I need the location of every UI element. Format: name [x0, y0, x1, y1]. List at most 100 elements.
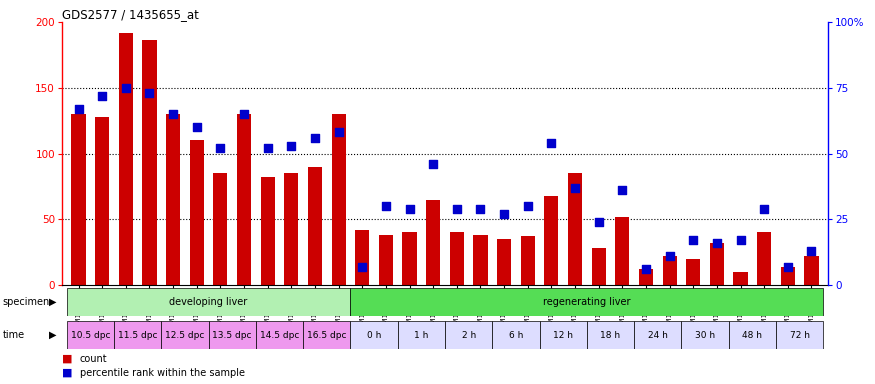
Point: [592, 219, 605, 225]
Text: 0 h: 0 h: [367, 331, 382, 339]
Point: [686, 237, 700, 243]
Text: 11.5 dpc: 11.5 dpc: [118, 331, 158, 339]
Point: [497, 211, 511, 217]
Bar: [639, 269, 653, 285]
Bar: [592, 248, 605, 285]
Bar: [114, 321, 161, 349]
Bar: [284, 173, 298, 285]
Text: 18 h: 18 h: [600, 331, 620, 339]
Bar: [776, 321, 823, 349]
Bar: [733, 272, 747, 285]
Point: [639, 266, 653, 272]
Bar: [355, 230, 369, 285]
Bar: [261, 177, 275, 285]
Bar: [66, 288, 350, 316]
Bar: [804, 256, 818, 285]
Point: [237, 111, 251, 117]
Text: 14.5 dpc: 14.5 dpc: [260, 331, 299, 339]
Bar: [587, 321, 634, 349]
Point: [544, 140, 558, 146]
Bar: [166, 114, 180, 285]
Bar: [350, 288, 823, 316]
Point: [332, 129, 346, 136]
Bar: [540, 321, 587, 349]
Point: [426, 161, 440, 167]
Bar: [521, 236, 535, 285]
Point: [214, 145, 228, 151]
Bar: [634, 321, 682, 349]
Text: percentile rank within the sample: percentile rank within the sample: [80, 368, 245, 378]
Text: 12 h: 12 h: [553, 331, 573, 339]
Text: 16.5 dpc: 16.5 dpc: [307, 331, 347, 339]
Bar: [682, 321, 729, 349]
Point: [473, 206, 487, 212]
Bar: [308, 167, 322, 285]
Bar: [402, 232, 416, 285]
Point: [662, 253, 676, 259]
Text: 2 h: 2 h: [461, 331, 476, 339]
Bar: [119, 33, 133, 285]
Text: time: time: [3, 330, 24, 340]
Bar: [398, 321, 445, 349]
Bar: [568, 173, 582, 285]
Bar: [426, 200, 440, 285]
Bar: [66, 321, 114, 349]
Point: [119, 85, 133, 91]
Bar: [450, 232, 464, 285]
Point: [95, 93, 109, 99]
Bar: [729, 321, 776, 349]
Point: [521, 203, 535, 209]
Point: [757, 206, 771, 212]
Text: GDS2577 / 1435655_at: GDS2577 / 1435655_at: [62, 8, 199, 21]
Point: [615, 187, 629, 194]
Bar: [237, 114, 251, 285]
Text: regenerating liver: regenerating liver: [543, 297, 631, 307]
Text: ■: ■: [62, 354, 73, 364]
Bar: [445, 321, 493, 349]
Bar: [662, 256, 676, 285]
Bar: [255, 321, 303, 349]
Bar: [497, 239, 511, 285]
Bar: [95, 117, 109, 285]
Point: [710, 240, 724, 246]
Bar: [72, 114, 86, 285]
Bar: [379, 235, 393, 285]
Text: specimen: specimen: [3, 297, 50, 307]
Text: 12.5 dpc: 12.5 dpc: [165, 331, 205, 339]
Point: [355, 263, 369, 270]
Text: 13.5 dpc: 13.5 dpc: [213, 331, 252, 339]
Text: developing liver: developing liver: [170, 297, 248, 307]
Point: [402, 206, 416, 212]
Point: [190, 124, 204, 130]
Text: 48 h: 48 h: [742, 331, 762, 339]
Text: ▶: ▶: [49, 297, 57, 307]
Point: [379, 203, 393, 209]
Point: [261, 145, 275, 151]
Text: ▶: ▶: [49, 330, 57, 340]
Text: ■: ■: [62, 368, 73, 378]
Bar: [143, 40, 157, 285]
Text: count: count: [80, 354, 108, 364]
Bar: [473, 235, 487, 285]
Text: 24 h: 24 h: [648, 331, 668, 339]
Text: 30 h: 30 h: [695, 331, 715, 339]
Bar: [332, 114, 346, 285]
Text: 1 h: 1 h: [414, 331, 429, 339]
Bar: [710, 243, 724, 285]
Bar: [303, 321, 350, 349]
Point: [568, 185, 582, 191]
Bar: [544, 195, 558, 285]
Bar: [190, 140, 204, 285]
Text: 6 h: 6 h: [508, 331, 523, 339]
Bar: [208, 321, 256, 349]
Bar: [350, 321, 398, 349]
Text: 10.5 dpc: 10.5 dpc: [71, 331, 110, 339]
Bar: [780, 266, 794, 285]
Point: [780, 263, 794, 270]
Bar: [161, 321, 208, 349]
Bar: [686, 259, 700, 285]
Point: [308, 135, 322, 141]
Point: [284, 142, 298, 149]
Point: [733, 237, 747, 243]
Bar: [493, 321, 540, 349]
